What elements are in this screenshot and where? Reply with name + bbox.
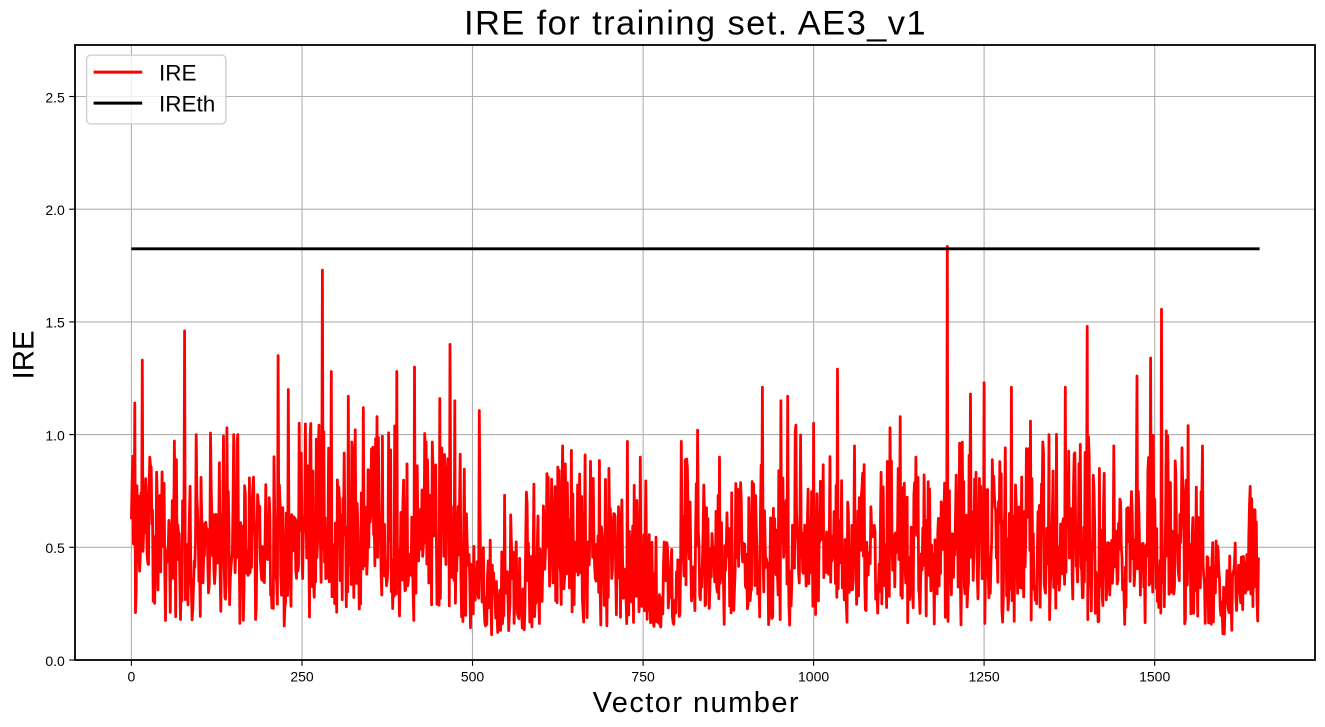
svg-text:1.5: 1.5 [45, 315, 65, 331]
svg-text:1250: 1250 [969, 668, 1000, 684]
svg-text:1.0: 1.0 [45, 427, 65, 443]
svg-text:Vector number: Vector number [593, 687, 800, 719]
svg-text:500: 500 [461, 668, 485, 684]
svg-text:250: 250 [290, 668, 314, 684]
svg-text:0: 0 [128, 668, 136, 684]
svg-text:IRE: IRE [8, 330, 41, 379]
svg-text:1000: 1000 [798, 668, 829, 684]
svg-text:1500: 1500 [1139, 668, 1170, 684]
svg-text:750: 750 [631, 668, 655, 684]
svg-text:IREth: IREth [159, 91, 215, 116]
svg-text:0.0: 0.0 [45, 653, 65, 669]
svg-text:0.5: 0.5 [45, 540, 65, 556]
svg-text:2.5: 2.5 [45, 89, 65, 105]
svg-text:2.0: 2.0 [45, 202, 65, 218]
svg-text:IRE for training set. AE3_v1: IRE for training set. AE3_v1 [464, 4, 927, 42]
svg-text:IRE: IRE [159, 60, 197, 85]
